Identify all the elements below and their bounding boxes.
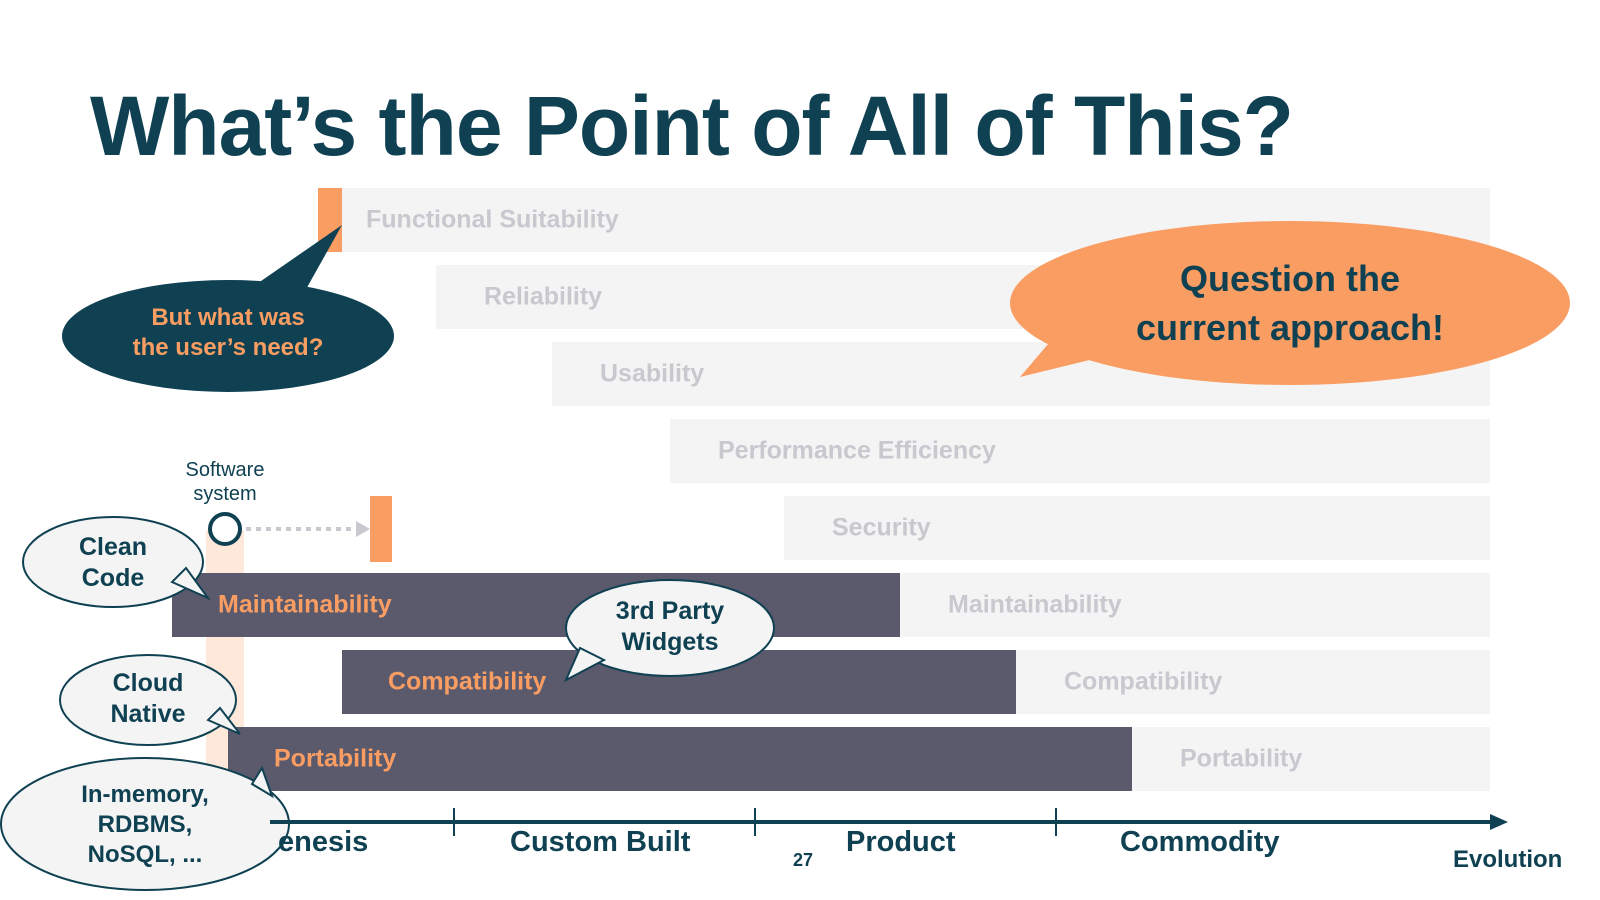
band-label: Compatibility [1064, 667, 1223, 696]
third-party-line2: Widgets [621, 628, 719, 657]
storage-bubble-tail [250, 765, 274, 799]
band-label: Portability [1180, 744, 1303, 773]
band-label: Maintainability [948, 590, 1122, 619]
storage-text: In-memory, RDBMS, NoSQL, ... [45, 780, 245, 870]
question-bubble-tail [1020, 330, 1110, 377]
cloud-native-line1: Cloud [112, 669, 184, 697]
page-number: 27 [793, 850, 814, 870]
cloud-native-bubble [59, 654, 237, 746]
dark-bar-label: Portability [274, 744, 397, 773]
user-need-text: But what was the user’s need? [93, 303, 363, 363]
axis-label-evolution: Evolution [1453, 846, 1563, 873]
question-line1: Question the [1179, 258, 1400, 299]
band-label: Performance Efficiency [718, 436, 996, 465]
dark-bar-label: Compatibility [388, 667, 547, 696]
software-system-label: Software system [170, 458, 280, 506]
axis-stage-custom-built: Custom Built [510, 826, 691, 858]
clean-code-line1: Clean [78, 533, 148, 561]
cloud-native-line2: Native [110, 700, 186, 729]
band-label: Usability [600, 359, 705, 388]
band-performance-efficiency: Performance Efficiency [670, 419, 1490, 483]
clean-code-bubble [22, 516, 204, 608]
storage-line2: RDBMS, [97, 811, 193, 838]
dark-bar-maintainability: Maintainability [172, 573, 900, 637]
question-bubble [1010, 221, 1570, 385]
clean-code-line2: Code [81, 564, 145, 593]
axis-stage-genesis: enesis [278, 826, 369, 858]
cloud-native-text: Cloud Native [88, 668, 208, 731]
band-maintainability: Maintainability [900, 573, 1490, 637]
software-system-line1: Software [185, 459, 265, 481]
band-compatibility: Compatibility [1016, 650, 1490, 714]
third-party-bubble [565, 579, 775, 677]
axis-stage-product: Product [846, 826, 956, 858]
slide-title: What’s the Point of All of This? [90, 79, 1294, 173]
band-label: Security [832, 513, 931, 542]
third-party-bubble-tail [563, 646, 607, 683]
clean-code-text: Clean Code [53, 532, 173, 595]
software-system-line2: system [193, 483, 257, 505]
axis-stage-commodity: Commodity [1120, 826, 1280, 858]
clean-code-bubble-tail [170, 566, 212, 601]
user-need-line1: But what was [151, 304, 305, 331]
band-security: Security [784, 496, 1490, 560]
third-party-line1: 3rd Party [615, 597, 725, 625]
evolution-axis-arrowhead [1490, 814, 1508, 830]
user-need-line2: the user’s need? [132, 334, 324, 361]
user-need-bubble [62, 280, 394, 392]
band-portability: Portability [1132, 727, 1490, 791]
dark-bar-compatibility: Compatibility [342, 650, 1016, 714]
third-party-text: 3rd Party Widgets [590, 596, 750, 659]
cloud-native-bubble-tail [206, 706, 241, 735]
band-label: Functional Suitability [366, 205, 619, 234]
storage-line1: In-memory, [81, 781, 209, 808]
dotted-arrowhead [356, 521, 370, 537]
storage-line3: NoSQL, ... [87, 841, 203, 868]
security-marker [370, 496, 392, 562]
software-system-node [208, 512, 242, 546]
user-need-bubble-tail [248, 225, 342, 300]
question-line2: current approach! [1135, 306, 1445, 348]
band-label: Reliability [484, 282, 603, 311]
dark-bar-label: Maintainability [218, 590, 392, 619]
question-text: Question the current approach! [1090, 255, 1490, 352]
dark-bar-portability: Portability [228, 727, 1132, 791]
